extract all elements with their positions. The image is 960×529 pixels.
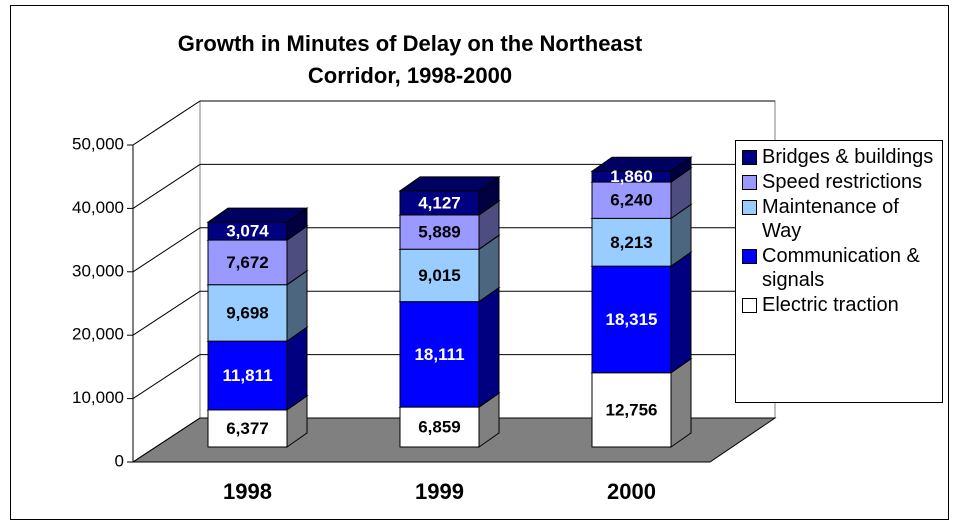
bar	[207, 221, 288, 241]
legend-label: Bridges & buildings	[762, 146, 934, 168]
bar	[399, 248, 480, 303]
legend: Bridges & buildings Speed restrictions Mai…	[735, 140, 943, 403]
side-wall	[132, 100, 201, 463]
y-tick-label: 0	[115, 451, 124, 470]
grid-line	[132, 163, 201, 209]
data-label: 9,015	[418, 266, 461, 285]
data-label: 11,811	[222, 366, 272, 385]
chart-title: Growth in Minutes of Delay on the Northe…	[177, 31, 643, 88]
grid-line	[132, 100, 201, 146]
grid-line	[132, 354, 201, 400]
data-label: 6,240	[610, 191, 653, 210]
legend-label: Speed restrictions	[762, 171, 923, 193]
data-label: 1,860	[610, 167, 653, 186]
legend-label: Electric traction	[762, 294, 899, 316]
y-tick-label: 50,000	[72, 134, 124, 153]
legend-label: Maintenance of Way	[762, 196, 899, 242]
bar	[399, 190, 480, 216]
bar	[591, 372, 672, 448]
data-label: 9,698	[226, 303, 269, 322]
data-label: 18,315	[606, 310, 658, 329]
data-label: 4,127	[418, 193, 461, 212]
data-label: 12,756	[606, 400, 658, 419]
x-tick-label: 2000	[607, 479, 656, 504]
legend-item: Communication & signals	[740, 244, 938, 292]
grid-line	[132, 290, 201, 336]
bar	[591, 170, 672, 183]
legend-label: Communication & signals	[762, 245, 920, 291]
data-label: 18,111	[414, 345, 464, 364]
legend-swatch	[742, 175, 757, 190]
y-tick-label: 30,000	[72, 261, 124, 280]
legend-swatch	[742, 298, 757, 313]
data-label: 7,672	[226, 253, 269, 272]
legend-item: Maintenance of Way	[740, 195, 938, 243]
x-tick-label: 1998	[223, 479, 272, 504]
x-tick-label: 1999	[415, 479, 464, 504]
legend-swatch	[742, 200, 757, 215]
grid-line	[132, 227, 201, 273]
legend-item: Bridges & buildings	[740, 145, 938, 169]
bar	[399, 406, 480, 448]
y-tick-label: 20,000	[72, 325, 124, 344]
data-label: 8,213	[610, 233, 653, 252]
bar	[591, 181, 672, 219]
grid-line	[132, 417, 201, 463]
data-label: 5,889	[418, 223, 461, 242]
legend-swatch	[742, 249, 757, 264]
bar	[207, 340, 288, 411]
y-tick-label: 40,000	[72, 198, 124, 217]
legend-item: Electric traction	[740, 293, 938, 317]
bar	[399, 301, 480, 408]
bar-side	[670, 251, 692, 374]
bar	[591, 265, 672, 374]
y-tick-label: 10,000	[72, 388, 124, 407]
bar-side	[670, 357, 692, 448]
bar-side	[478, 286, 500, 409]
legend-item: Speed restrictions	[740, 170, 938, 194]
legend-swatch	[742, 150, 757, 165]
data-label: 3,074	[226, 222, 269, 241]
bar	[207, 409, 288, 448]
bar	[207, 239, 288, 286]
bar	[207, 284, 288, 342]
data-label: 6,377	[226, 419, 269, 438]
data-label: 6,859	[418, 418, 461, 437]
